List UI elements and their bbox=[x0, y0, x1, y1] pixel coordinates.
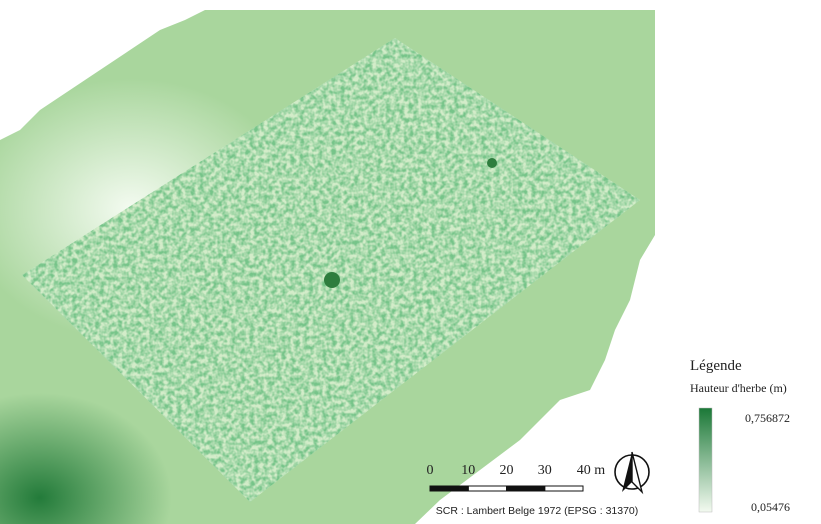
legend-max-label: 0,756872 bbox=[745, 411, 790, 425]
scale-label: 20 bbox=[500, 463, 514, 478]
legend-title: Légende bbox=[690, 358, 742, 374]
scale-label: 10 bbox=[461, 463, 475, 478]
scale-label: 40 m bbox=[577, 463, 606, 478]
north-arrow bbox=[614, 451, 650, 495]
scale-segment bbox=[544, 485, 584, 492]
scale-label: 0 bbox=[427, 463, 434, 478]
legend-min-label: 0,05476 bbox=[751, 500, 790, 514]
dark-spot bbox=[487, 158, 497, 168]
dark-spot bbox=[324, 272, 340, 288]
scale-segment bbox=[429, 485, 469, 492]
scale-segment bbox=[506, 485, 546, 492]
scale-label: 30 bbox=[538, 463, 552, 478]
raster bbox=[0, 10, 655, 524]
scale-segment bbox=[467, 485, 507, 492]
legend-subtitle: Hauteur d'herbe (m) bbox=[690, 381, 787, 395]
colorbar bbox=[698, 407, 713, 513]
crs-label: SCR : Lambert Belge 1972 (EPSG : 31370) bbox=[436, 505, 639, 517]
